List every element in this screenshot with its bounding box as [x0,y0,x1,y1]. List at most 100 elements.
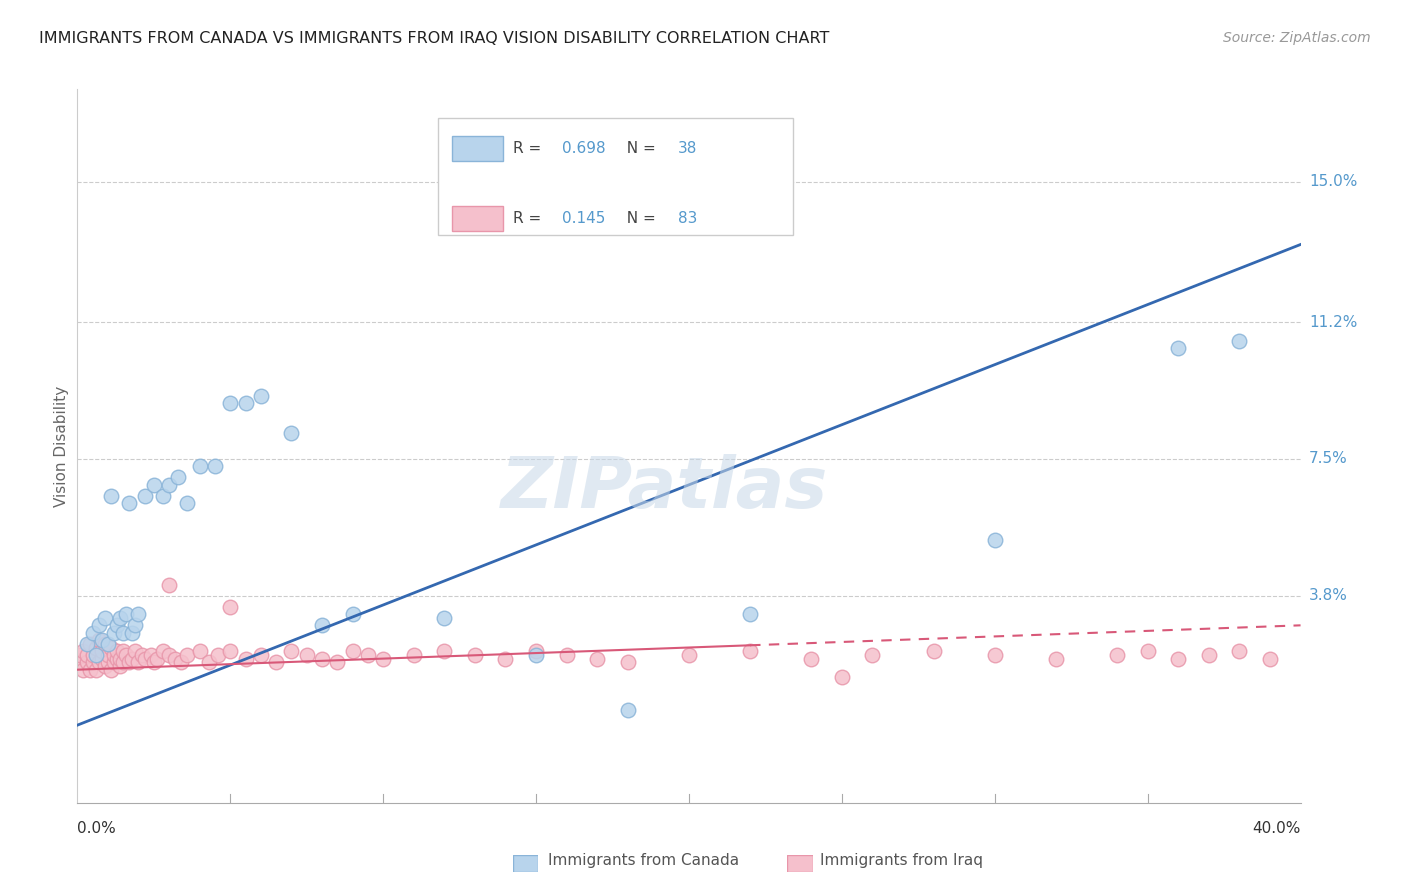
Point [342,644,364,658]
Point [357,648,380,662]
Point [82,655,104,669]
Point [326,655,349,669]
Point [280,644,302,658]
Point [90,633,112,648]
Point [79,663,101,677]
Point [103,655,125,669]
Point [84,663,107,677]
Point [740,607,762,622]
Point [464,648,486,662]
Point [115,607,138,622]
Point [84,648,107,662]
Point [1167,341,1189,355]
Point [984,648,1007,662]
Point [586,651,609,665]
Point [72,644,94,658]
Point [124,644,146,658]
Text: 38: 38 [678,141,697,156]
Point [131,648,153,662]
Text: 0.698: 0.698 [562,141,606,156]
Point [115,648,138,662]
Text: IMMIGRANTS FROM CANADA VS IMMIGRANTS FROM IRAQ VISION DISABILITY CORRELATION CHA: IMMIGRANTS FROM CANADA VS IMMIGRANTS FRO… [39,31,830,46]
Point [108,651,131,665]
FancyBboxPatch shape [451,205,503,231]
Text: Immigrants from Iraq: Immigrants from Iraq [820,854,983,868]
Point [235,396,257,410]
Point [112,625,135,640]
FancyBboxPatch shape [451,136,503,161]
Point [69,648,91,662]
Point [97,637,120,651]
Point [1107,648,1129,662]
Text: 3.8%: 3.8% [1309,588,1348,603]
Point [1229,334,1251,348]
Point [69,655,91,669]
Point [207,648,229,662]
Point [157,577,180,591]
Point [342,607,364,622]
Text: ZIPatlas: ZIPatlas [501,454,828,524]
Point [524,644,547,658]
Point [740,644,762,658]
Point [152,644,174,658]
Point [167,470,190,484]
Point [219,599,242,614]
Text: N =: N = [617,211,661,226]
Point [105,644,128,658]
Point [108,611,131,625]
Point [121,651,143,665]
Point [250,389,273,403]
Point [134,489,156,503]
Text: 40.0%: 40.0% [1253,822,1301,837]
Point [922,644,945,658]
Point [72,663,94,677]
Text: R =: R = [513,141,546,156]
Point [524,648,547,662]
Point [76,648,98,662]
Point [87,633,110,648]
FancyBboxPatch shape [439,118,793,235]
Point [219,396,242,410]
Point [176,496,198,510]
Point [402,648,425,662]
Point [235,651,257,665]
Point [134,651,156,665]
Point [124,618,146,632]
Point [170,655,193,669]
Point [1167,651,1189,665]
Text: Immigrants from Canada: Immigrants from Canada [548,854,740,868]
Text: Source: ZipAtlas.com: Source: ZipAtlas.com [1223,31,1371,45]
Point [112,655,135,669]
Point [100,640,122,655]
Point [678,648,700,662]
Point [831,670,853,684]
Point [1229,644,1251,658]
Point [112,644,135,658]
Point [84,640,107,655]
Point [157,648,180,662]
Point [97,648,120,662]
Point [1045,651,1067,665]
Point [139,648,162,662]
Point [433,611,456,625]
Point [127,607,149,622]
Y-axis label: Vision Disability: Vision Disability [53,385,69,507]
Point [127,655,149,669]
Point [1198,648,1220,662]
Point [295,648,318,662]
Point [146,651,169,665]
Point [280,425,302,440]
Text: 11.2%: 11.2% [1309,315,1357,330]
Point [198,655,221,669]
Text: 83: 83 [678,211,697,226]
Point [105,651,128,665]
Point [79,637,101,651]
Point [118,496,141,510]
Text: 15.0%: 15.0% [1309,174,1357,189]
Point [100,663,122,677]
Point [142,655,165,669]
Point [250,648,273,662]
Text: N =: N = [617,141,661,156]
Point [495,651,517,665]
Point [157,478,180,492]
